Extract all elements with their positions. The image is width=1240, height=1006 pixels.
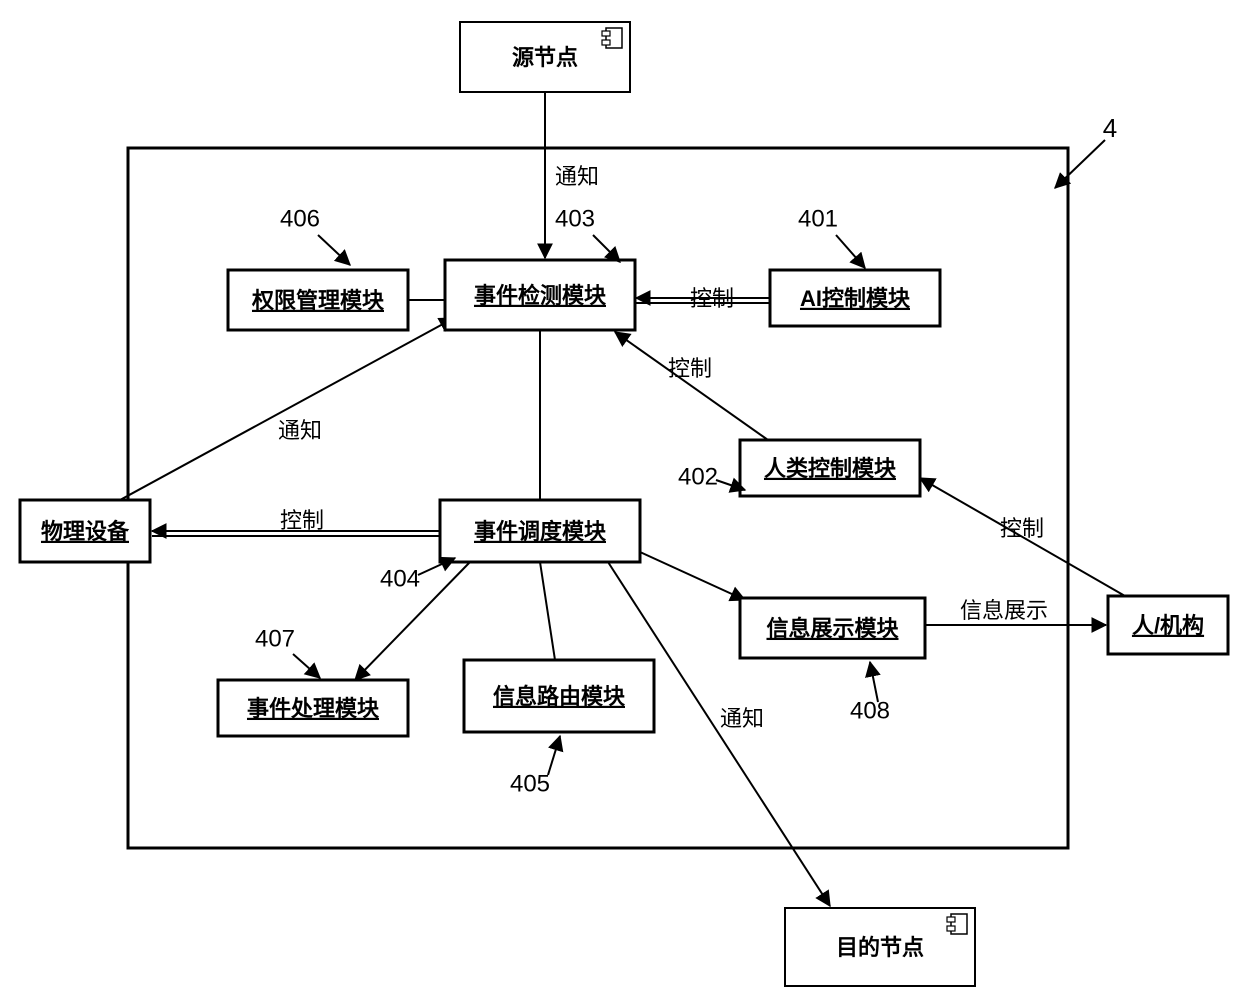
id-pointer-n408 <box>870 662 878 702</box>
node-label-dest: 目的节点 <box>836 935 924 960</box>
edge-label-phys-n403: 通知 <box>278 418 322 443</box>
edge-n404-n405 <box>540 562 555 660</box>
node-label-source: 源节点 <box>512 45 578 70</box>
node-label-n401: AI控制模块 <box>800 286 911 311</box>
edge-label-n404-phys: 控制 <box>280 508 324 533</box>
container-label: 4 <box>1103 113 1117 143</box>
node-label-n404: 事件调度模块 <box>474 519 607 544</box>
id-pointer-n405 <box>548 736 560 775</box>
component-icon-source-lug2 <box>602 40 610 45</box>
node-label-person: 人/机构 <box>1132 613 1204 638</box>
edge-label-n402-n403: 控制 <box>668 356 712 381</box>
id-label-n406: 406 <box>280 205 320 232</box>
edge-n404-n408 <box>640 552 745 600</box>
edge-phys-n403 <box>120 318 454 500</box>
id-pointer-n404 <box>418 558 455 575</box>
id-label-n402: 402 <box>678 463 718 490</box>
id-pointer-n403 <box>593 235 620 262</box>
container-box <box>128 148 1068 848</box>
node-label-n406: 权限管理模块 <box>251 288 385 313</box>
component-icon-source-lug1 <box>602 31 610 36</box>
edge-label-person-n402: 控制 <box>1000 516 1044 541</box>
edge-label-n408-person: 信息展示 <box>960 598 1048 623</box>
diagram-canvas: 通知控制控制通知控制通知信息展示控制4源节点权限管理模块事件检测模块AI控制模块… <box>0 0 1240 1006</box>
id-label-n405: 405 <box>510 770 550 797</box>
id-label-n404: 404 <box>380 565 420 592</box>
node-label-n408: 信息展示模块 <box>766 616 899 641</box>
component-icon-dest-lug2 <box>947 926 955 931</box>
id-pointer-n406 <box>318 235 350 265</box>
node-label-n403: 事件检测模块 <box>474 283 607 308</box>
edge-label-n404-dest: 通知 <box>720 706 764 731</box>
id-label-n408: 408 <box>850 697 890 724</box>
id-label-n401: 401 <box>798 205 838 232</box>
component-icon-dest-lug1 <box>947 917 955 922</box>
id-pointer-n407 <box>293 654 320 678</box>
id-pointer-n401 <box>836 235 865 268</box>
edge-label-n401-n403: 控制 <box>690 286 734 311</box>
node-label-phys: 物理设备 <box>41 519 130 544</box>
edge-n402-n403 <box>615 332 768 440</box>
node-label-n405: 信息路由模块 <box>493 684 626 709</box>
edge-label-source-n403: 通知 <box>555 164 599 189</box>
id-label-n407: 407 <box>255 625 295 652</box>
node-label-n407: 事件处理模块 <box>247 696 380 721</box>
id-label-n403: 403 <box>555 205 595 232</box>
node-label-n402: 人类控制模块 <box>764 456 897 481</box>
